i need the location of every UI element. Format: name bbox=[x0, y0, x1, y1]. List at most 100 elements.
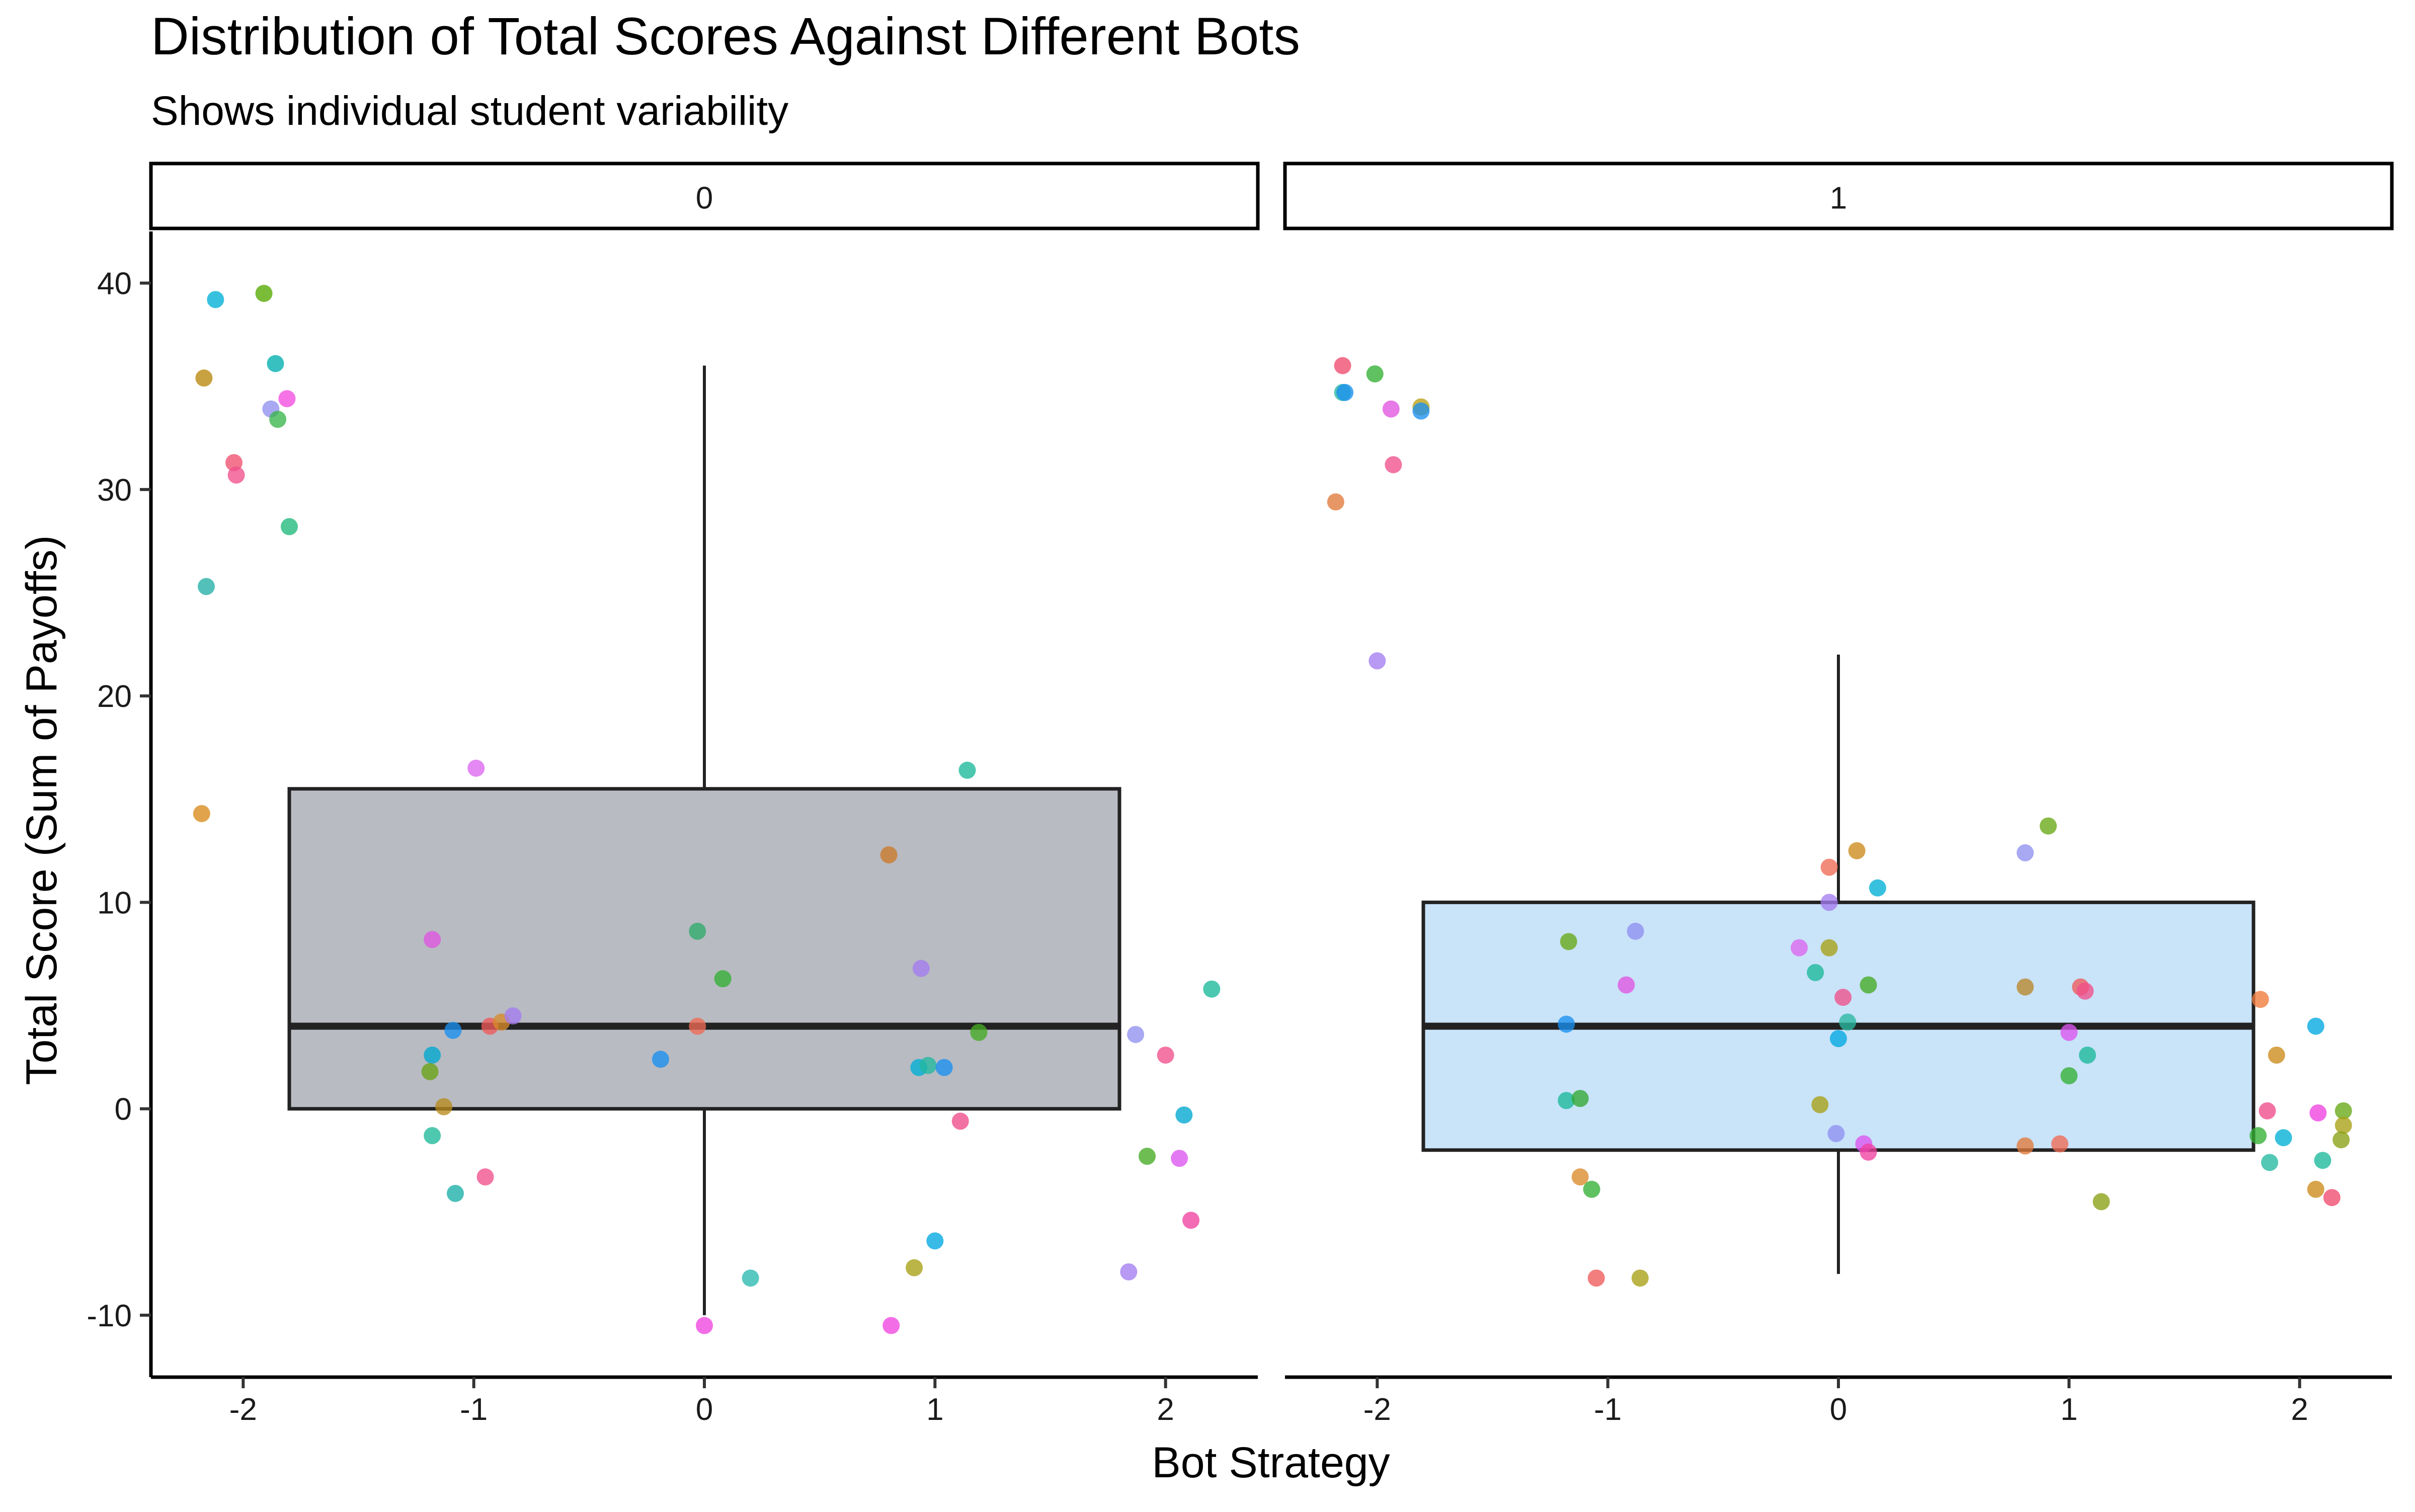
data-point bbox=[935, 1059, 953, 1076]
data-point bbox=[1327, 493, 1344, 511]
y-tick-label: 30 bbox=[97, 473, 132, 508]
data-point bbox=[255, 285, 273, 302]
data-point bbox=[504, 1007, 522, 1025]
data-point bbox=[424, 1127, 441, 1144]
data-point bbox=[2334, 1102, 2352, 1120]
data-point bbox=[880, 846, 898, 864]
data-point bbox=[1860, 976, 1877, 994]
y-tick-label: 40 bbox=[97, 267, 132, 301]
data-point bbox=[227, 466, 245, 484]
data-point bbox=[1336, 384, 1354, 402]
data-point bbox=[2332, 1131, 2350, 1149]
data-point bbox=[269, 411, 287, 428]
data-point bbox=[1820, 894, 1838, 911]
facet-strip-label: 1 bbox=[1830, 181, 1847, 216]
data-point bbox=[2249, 1127, 2267, 1144]
facet-strip bbox=[1283, 162, 2394, 230]
data-point bbox=[2060, 1067, 2078, 1085]
data-point bbox=[1385, 456, 1402, 473]
data-point bbox=[1171, 1150, 1188, 1167]
data-point bbox=[435, 1098, 453, 1116]
data-point bbox=[906, 1259, 923, 1277]
data-point bbox=[467, 759, 485, 777]
y-tick-label: -10 bbox=[87, 1299, 132, 1333]
data-point bbox=[2307, 1180, 2324, 1198]
data-point bbox=[742, 1269, 759, 1287]
box-iqr bbox=[287, 787, 1121, 1111]
data-point bbox=[1558, 1015, 1575, 1033]
data-point bbox=[1631, 1269, 1649, 1287]
x-tick-label: 1 bbox=[2060, 1392, 2077, 1427]
x-tick-label: 1 bbox=[926, 1392, 943, 1427]
data-point bbox=[2275, 1129, 2292, 1147]
data-point bbox=[1827, 1125, 1845, 1142]
data-point bbox=[1791, 939, 1808, 957]
data-point bbox=[951, 1112, 969, 1130]
data-point bbox=[207, 291, 224, 308]
data-point bbox=[1558, 1092, 1575, 1109]
x-tick-label: 2 bbox=[1157, 1392, 1174, 1427]
data-point bbox=[1571, 1090, 1589, 1107]
data-point bbox=[2259, 1102, 2276, 1120]
data-point bbox=[2092, 1193, 2110, 1211]
data-point bbox=[2268, 1046, 2285, 1064]
x-tick-label: 2 bbox=[2291, 1392, 2308, 1427]
data-point bbox=[1627, 922, 1644, 940]
x-tick-label: -1 bbox=[460, 1392, 488, 1427]
data-point bbox=[2017, 1137, 2034, 1155]
data-point bbox=[444, 1021, 462, 1039]
facet-strip bbox=[149, 162, 1260, 230]
data-point bbox=[958, 761, 976, 779]
data-point bbox=[1571, 1168, 1589, 1186]
data-point bbox=[2079, 1046, 2096, 1064]
data-point bbox=[926, 1232, 944, 1250]
facet-panel-1: 1 -2 -1 0 1 2 bbox=[1283, 162, 2394, 1427]
data-point bbox=[1834, 989, 1852, 1006]
data-point bbox=[714, 970, 732, 988]
data-point bbox=[281, 518, 298, 535]
data-point bbox=[1366, 365, 1384, 383]
facet-strip-label: 0 bbox=[696, 181, 713, 216]
data-point bbox=[1860, 1143, 1877, 1161]
data-point bbox=[1807, 964, 1824, 981]
data-point bbox=[1583, 1180, 1600, 1198]
data-point bbox=[1848, 842, 1866, 859]
data-point bbox=[476, 1168, 494, 1186]
x-tick-label: 0 bbox=[696, 1392, 713, 1427]
x-tick-label: -2 bbox=[229, 1392, 257, 1427]
data-point bbox=[912, 960, 930, 977]
data-point bbox=[689, 1017, 706, 1035]
y-axis-label: Total Score (Sum of Payoffs) bbox=[18, 535, 66, 1085]
y-tick-label: 10 bbox=[97, 886, 132, 920]
data-point bbox=[1412, 402, 1430, 420]
data-point bbox=[424, 931, 441, 948]
data-point bbox=[2251, 991, 2269, 1008]
data-point bbox=[1139, 1148, 1156, 1165]
chart-title: Distribution of Total Scores Against Dif… bbox=[151, 7, 1300, 66]
data-point bbox=[1175, 1106, 1193, 1124]
data-point bbox=[1157, 1046, 1174, 1064]
data-point bbox=[195, 369, 213, 387]
data-point bbox=[2051, 1135, 2068, 1153]
data-point bbox=[267, 355, 284, 372]
data-point bbox=[2076, 982, 2094, 1000]
data-point bbox=[1369, 652, 1386, 670]
data-point bbox=[278, 390, 296, 408]
data-point bbox=[1839, 1013, 1857, 1031]
data-point bbox=[1120, 1263, 1138, 1281]
data-point bbox=[2017, 844, 2034, 861]
data-point bbox=[193, 805, 210, 822]
data-point bbox=[2040, 817, 2057, 835]
y-tick-label: 0 bbox=[115, 1092, 132, 1127]
chart-subtitle: Shows individual student variability bbox=[151, 88, 788, 134]
data-point bbox=[1560, 933, 1577, 950]
data-point bbox=[1587, 1269, 1605, 1287]
data-point bbox=[1203, 980, 1221, 998]
data-point bbox=[1830, 1030, 1847, 1048]
data-point bbox=[424, 1046, 441, 1064]
data-point bbox=[2307, 1017, 2324, 1035]
data-point bbox=[652, 1051, 669, 1068]
